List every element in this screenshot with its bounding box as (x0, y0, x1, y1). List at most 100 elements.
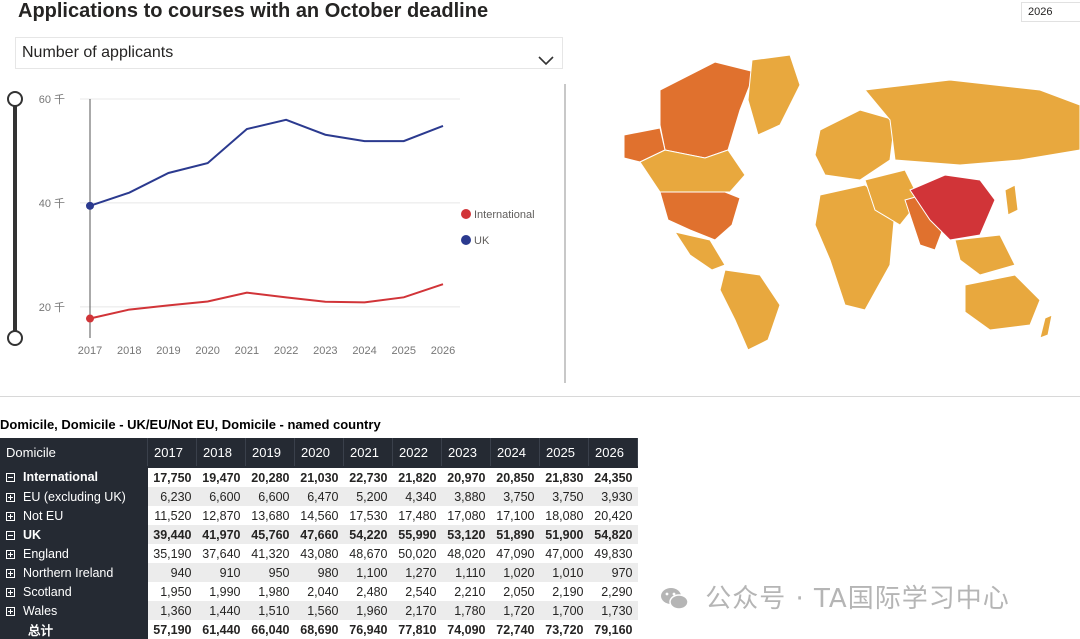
table-cell[interactable]: 57,190 (153, 622, 192, 637)
table-cell[interactable]: 1,980 (258, 584, 290, 599)
table-cell[interactable]: 1,360 (147, 601, 197, 620)
table-cell[interactable]: 2,540 (405, 584, 437, 599)
table-cell[interactable]: 51,890 (490, 525, 540, 544)
table-cell[interactable]: 35,190 (153, 546, 192, 561)
table-row[interactable]: Northern Ireland 940 910 950 980 1,100 1,270 1,… (0, 563, 638, 582)
table-cell[interactable]: 1,270 (392, 563, 442, 582)
table-cell[interactable]: 1,700 (539, 601, 589, 620)
table-cell[interactable]: 74,090 (447, 622, 486, 637)
table-cell[interactable]: 50,020 (398, 546, 437, 561)
table-cell[interactable]: 12,870 (202, 508, 241, 523)
table-cell[interactable]: 6,470 (294, 487, 344, 506)
table-cell[interactable]: 39,440 (147, 525, 197, 544)
table-cell[interactable]: 68,690 (300, 622, 339, 637)
range-slider-handle-bottom[interactable] (7, 330, 23, 346)
table-cell[interactable]: 2,040 (307, 584, 339, 599)
table-cell[interactable]: 2,050 (503, 584, 535, 599)
row-header[interactable]: EU (excluding UK) (0, 487, 148, 506)
column-header-year[interactable]: 2018 (196, 438, 246, 467)
table-cell[interactable]: 55,990 (392, 525, 442, 544)
table-cell[interactable]: 77,810 (398, 622, 437, 637)
table-cell[interactable]: 2,190 (552, 584, 584, 599)
table-cell[interactable]: 73,720 (545, 622, 584, 637)
table-cell[interactable]: 1,510 (245, 601, 295, 620)
table-cell[interactable]: 18,080 (545, 508, 584, 523)
table-cell[interactable]: 20,850 (490, 466, 540, 487)
table-cell[interactable]: 1,440 (196, 601, 246, 620)
chevron-down-icon[interactable] (538, 47, 554, 77)
table-cell[interactable]: 20,280 (245, 466, 295, 487)
column-header-year[interactable]: 2025 (539, 438, 589, 467)
total-row[interactable]: 总计 57,190 61,440 66,040 68,690 76,940 77,810 74… (0, 620, 638, 639)
row-header[interactable]: England (0, 544, 148, 563)
expand-icon[interactable] (6, 587, 15, 597)
table-cell[interactable]: 24,350 (588, 466, 638, 487)
table-cell[interactable]: 53,120 (441, 525, 491, 544)
column-header-year[interactable]: 2023 (441, 438, 491, 467)
table-cell[interactable]: 48,670 (349, 546, 388, 561)
row-header[interactable]: 总计 (0, 620, 148, 639)
table-cell[interactable]: 22,730 (343, 466, 393, 487)
table-cell[interactable]: 49,830 (594, 546, 633, 561)
table-row[interactable]: Scotland 1,950 1,990 1,980 2,040 2,480 2,540 2,… (0, 582, 638, 601)
table-cell[interactable]: 14,560 (300, 508, 339, 523)
expand-icon[interactable] (6, 511, 15, 521)
map-region-europe[interactable] (814, 109, 896, 181)
world-map[interactable] (620, 50, 1080, 351)
table-cell[interactable]: 66,040 (251, 622, 290, 637)
row-header[interactable]: International (0, 467, 148, 487)
table-cell[interactable]: 72,740 (496, 622, 535, 637)
table-cell[interactable]: 1,100 (343, 563, 393, 582)
row-header[interactable]: Northern Ireland (0, 563, 148, 582)
column-header-year[interactable]: 2020 (294, 438, 344, 467)
column-header-domicile[interactable]: Domicile (0, 438, 148, 467)
table-cell[interactable]: 48,020 (447, 546, 486, 561)
table-cell[interactable]: 11,520 (154, 508, 192, 523)
expand-icon[interactable] (6, 549, 15, 559)
table-cell[interactable]: 3,930 (588, 487, 638, 506)
group-row[interactable]: International 17,750 19,470 20,280 21,030 22,… (0, 466, 638, 487)
metric-dropdown[interactable]: Number of applicants (15, 37, 563, 69)
table-cell[interactable]: 6,600 (245, 487, 295, 506)
table-cell[interactable]: 6,230 (147, 487, 197, 506)
column-header-year[interactable]: 2022 (392, 438, 442, 467)
row-header[interactable]: Scotland (0, 582, 148, 601)
collapse-icon[interactable] (6, 473, 15, 482)
table-cell[interactable]: 2,480 (356, 584, 388, 599)
map-region-australia[interactable] (964, 274, 1041, 331)
table-cell[interactable]: 79,160 (594, 622, 633, 637)
table-cell[interactable]: 47,660 (294, 525, 344, 544)
column-header-year[interactable]: 2021 (343, 438, 393, 467)
table-cell[interactable]: 17,530 (349, 508, 388, 523)
row-header[interactable]: Not EU (0, 506, 148, 525)
map-region-central-america[interactable] (673, 231, 726, 271)
expand-icon[interactable] (6, 492, 15, 502)
column-header-year[interactable]: 2024 (490, 438, 540, 467)
map-region-new-zealand[interactable] (1039, 314, 1053, 339)
table-cell[interactable]: 2,290 (601, 584, 633, 599)
table-cell[interactable]: 20,970 (441, 466, 491, 487)
table-cell[interactable]: 37,640 (202, 546, 241, 561)
table-row[interactable]: EU (excluding UK) 6,230 6,600 6,600 6,470 5,2… (0, 487, 638, 506)
table-cell[interactable]: 6,600 (196, 487, 246, 506)
table-cell[interactable]: 61,440 (202, 622, 241, 637)
table-cell[interactable]: 47,090 (496, 546, 535, 561)
table-cell[interactable]: 940 (147, 563, 197, 582)
table-cell[interactable]: 1,950 (160, 584, 192, 599)
table-cell[interactable]: 3,880 (441, 487, 491, 506)
column-header-year[interactable]: 2019 (245, 438, 295, 467)
table-cell[interactable]: 19,470 (196, 466, 246, 487)
table-cell[interactable]: 1,020 (490, 563, 540, 582)
table-cell[interactable]: 43,080 (300, 546, 339, 561)
row-header[interactable]: UK (0, 525, 148, 544)
table-cell[interactable]: 1,730 (588, 601, 638, 620)
table-cell[interactable]: 17,100 (496, 508, 535, 523)
map-region-russia[interactable] (864, 79, 1080, 166)
table-cell[interactable]: 41,970 (196, 525, 246, 544)
table-row[interactable]: England 35,190 37,640 41,320 43,080 48,670 50,… (0, 544, 638, 563)
table-cell[interactable]: 980 (294, 563, 344, 582)
map-region-japan[interactable] (1004, 184, 1019, 216)
table-row[interactable]: Wales 1,360 1,440 1,510 1,560 1,960 2,170 1,780… (0, 601, 638, 620)
table-cell[interactable]: 1,560 (294, 601, 344, 620)
expand-icon[interactable] (6, 568, 15, 578)
